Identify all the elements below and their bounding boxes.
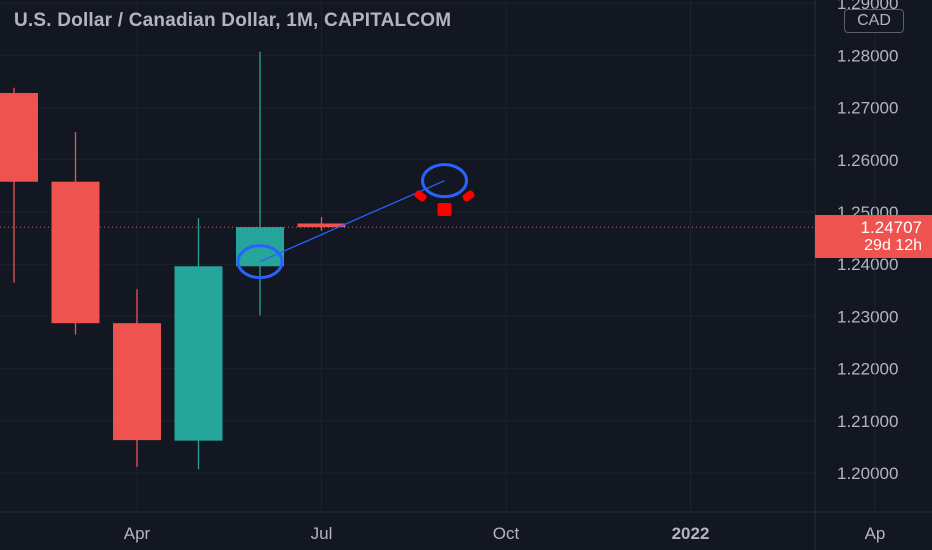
y-tick-label: 1.24000 (837, 255, 898, 274)
y-tick-label: 1.23000 (837, 307, 898, 326)
candle-2021-04 (113, 289, 161, 467)
candle-2021-03 (51, 132, 100, 335)
candle-2021-07 (297, 217, 346, 231)
candle-2021-06 (236, 51, 284, 316)
y-tick-label: 1.28000 (837, 46, 898, 65)
y-tick-label: 1.21000 (837, 412, 898, 431)
time-remaining-label: 29d 12h (864, 237, 922, 254)
candle-2021-02 (0, 87, 38, 283)
marker-stem (437, 203, 452, 216)
annotation-trend-line (259, 180, 445, 263)
y-tick-label: 1.20000 (837, 464, 898, 483)
chart-title: U.S. Dollar / Canadian Dollar, 1M, CAPIT… (14, 10, 452, 31)
x-tick-label: Apr (124, 524, 151, 543)
x-tick-label: Jul (311, 524, 333, 543)
candle-body (0, 92, 38, 182)
current-price-tag: 1.24707 29d 12h (815, 215, 932, 258)
marker-left-arm (414, 190, 427, 202)
candle-body (297, 223, 346, 228)
candle-body (51, 181, 100, 324)
x-tick-label: Ap (865, 524, 886, 543)
x-tick-label: Oct (493, 524, 520, 543)
current-price-label: 1.24707 (860, 218, 922, 237)
y-tick-label: 1.26000 (837, 151, 898, 170)
candle-body (113, 323, 161, 441)
x-tick-label: 2022 (672, 524, 710, 543)
annotation-marker-icon (414, 190, 475, 216)
candle-body (174, 266, 223, 441)
y-tick-label: 1.22000 (837, 360, 898, 379)
marker-right-arm (462, 190, 475, 202)
currency-badge[interactable]: CAD (844, 9, 904, 33)
candle-2021-05 (174, 218, 223, 470)
annotation-circle (236, 244, 284, 280)
annotation-circle (421, 163, 468, 199)
y-tick-label: 1.27000 (837, 99, 898, 118)
